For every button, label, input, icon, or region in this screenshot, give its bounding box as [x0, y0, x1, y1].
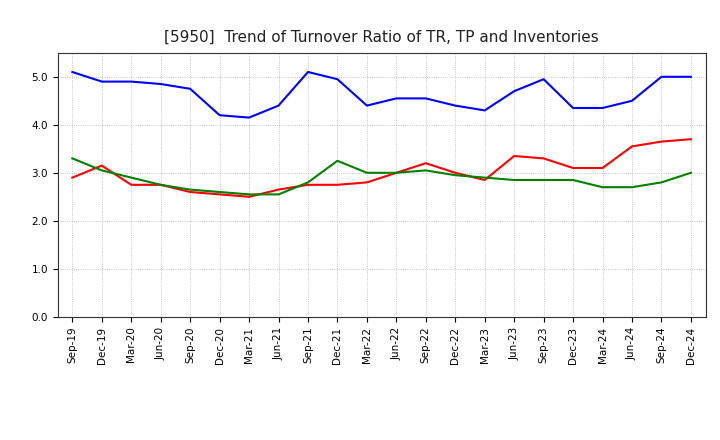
Trade Payables: [127, 79, 135, 84]
Trade Receivables: [97, 163, 106, 168]
Trade Receivables: [598, 165, 607, 171]
Trade Payables: [392, 96, 400, 101]
Trade Receivables: [215, 192, 224, 197]
Trade Payables: [628, 98, 636, 103]
Trade Receivables: [333, 182, 342, 187]
Trade Receivables: [68, 175, 76, 180]
Trade Payables: [510, 88, 518, 94]
Trade Payables: [421, 96, 430, 101]
Inventories: [363, 170, 372, 176]
Inventories: [274, 192, 283, 197]
Inventories: [539, 177, 548, 183]
Trade Payables: [539, 77, 548, 82]
Trade Payables: [451, 103, 459, 108]
Line: Trade Receivables: Trade Receivables: [72, 139, 691, 197]
Trade Payables: [598, 105, 607, 110]
Inventories: [97, 168, 106, 173]
Trade Payables: [245, 115, 253, 120]
Inventories: [569, 177, 577, 183]
Trade Receivables: [363, 180, 372, 185]
Trade Receivables: [245, 194, 253, 199]
Trade Payables: [68, 70, 76, 75]
Trade Receivables: [304, 182, 312, 187]
Inventories: [421, 168, 430, 173]
Inventories: [186, 187, 194, 192]
Inventories: [480, 175, 489, 180]
Line: Trade Payables: Trade Payables: [72, 72, 691, 117]
Inventories: [598, 184, 607, 190]
Inventories: [68, 156, 76, 161]
Title: [5950]  Trend of Turnover Ratio of TR, TP and Inventories: [5950] Trend of Turnover Ratio of TR, TP…: [164, 29, 599, 45]
Trade Payables: [657, 74, 666, 80]
Trade Receivables: [392, 170, 400, 176]
Inventories: [451, 172, 459, 178]
Inventories: [127, 175, 135, 180]
Inventories: [628, 184, 636, 190]
Inventories: [215, 189, 224, 194]
Trade Payables: [569, 105, 577, 110]
Inventories: [245, 192, 253, 197]
Trade Payables: [274, 103, 283, 108]
Trade Receivables: [539, 156, 548, 161]
Trade Payables: [215, 113, 224, 118]
Inventories: [333, 158, 342, 163]
Trade Receivables: [156, 182, 165, 187]
Inventories: [687, 170, 696, 176]
Trade Payables: [480, 108, 489, 113]
Inventories: [657, 180, 666, 185]
Trade Payables: [156, 81, 165, 87]
Inventories: [156, 182, 165, 187]
Trade Payables: [97, 79, 106, 84]
Trade Payables: [687, 74, 696, 80]
Trade Receivables: [421, 161, 430, 166]
Trade Receivables: [274, 187, 283, 192]
Trade Receivables: [186, 189, 194, 194]
Trade Payables: [333, 77, 342, 82]
Trade Receivables: [127, 182, 135, 187]
Trade Receivables: [628, 144, 636, 149]
Trade Receivables: [480, 177, 489, 183]
Trade Receivables: [657, 139, 666, 144]
Trade Receivables: [687, 136, 696, 142]
Trade Payables: [363, 103, 372, 108]
Trade Receivables: [569, 165, 577, 171]
Inventories: [304, 180, 312, 185]
Trade Payables: [186, 86, 194, 92]
Trade Payables: [304, 70, 312, 75]
Trade Receivables: [510, 154, 518, 159]
Trade Receivables: [451, 170, 459, 176]
Inventories: [392, 170, 400, 176]
Line: Inventories: Inventories: [72, 158, 691, 194]
Inventories: [510, 177, 518, 183]
